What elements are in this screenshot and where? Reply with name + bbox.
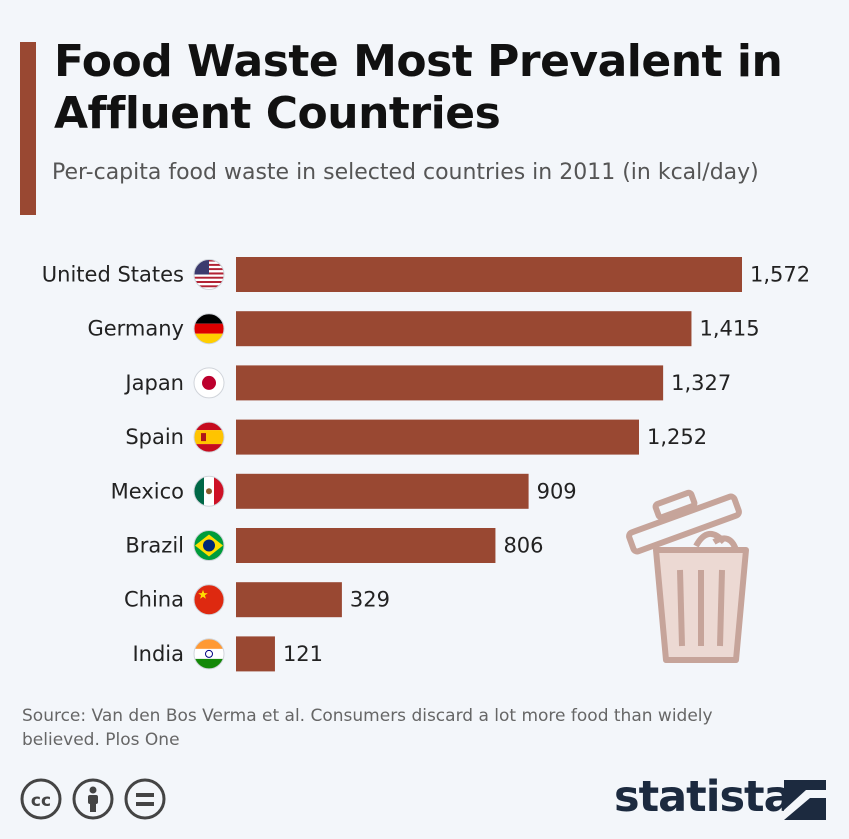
flag-japan-icon [193,367,225,399]
value-label-india: 121 [283,642,323,666]
by-icon[interactable] [72,778,114,820]
brand-logo[interactable]: statista [614,772,793,822]
bar-japan [236,365,664,401]
value-label-china: 329 [350,588,390,612]
value-label-united-states: 1,572 [750,263,810,287]
bar-mexico [236,473,529,509]
value-label-brazil: 806 [503,534,543,558]
value-label-spain: 1,252 [647,425,707,449]
statista-logo-icon [784,780,826,820]
flag-germany-icon [193,313,225,345]
value-label-japan: 1,327 [671,371,731,395]
flag-brazil-icon [193,530,225,561]
category-label-china: China [124,588,184,612]
flag-india-icon [193,638,225,670]
license-icons: cc [20,778,170,827]
category-label-germany: Germany [87,317,184,341]
svg-text:cc: cc [31,791,51,811]
category-label-japan: Japan [123,371,184,395]
cc-icon[interactable]: cc [20,778,62,820]
chart-subtitle: Per-capita food waste in selected countr… [52,160,759,185]
accent-bar [20,42,36,215]
chart-title: Food Waste Most Prevalent in Affluent Co… [54,36,783,139]
bar-brazil [236,528,496,563]
source-note: Source: Van den Bos Verma et al. Consume… [22,706,713,750]
flag-united-states-icon [193,259,225,290]
nd-icon[interactable] [124,778,166,820]
value-label-germany: 1,415 [699,317,759,341]
trash-can-icon [626,489,749,663]
flag-spain-icon [193,421,225,453]
bar-spain [236,419,639,455]
category-label-spain: Spain [125,425,184,449]
value-label-mexico: 909 [537,479,577,503]
category-label-mexico: Mexico [111,479,184,503]
category-label-india: India [132,642,184,666]
bar-china [236,582,342,618]
category-label-united-states: United States [42,263,184,287]
bar-germany [236,311,692,347]
bar-chart: United States 1,572 Germany 1,415 Japan 1,327… [42,257,810,672]
flag-china-icon [193,584,225,616]
bar-united-states [236,257,742,292]
category-label-brazil: Brazil [125,534,184,558]
flag-mexico-icon [193,475,225,507]
bar-india [236,636,275,672]
